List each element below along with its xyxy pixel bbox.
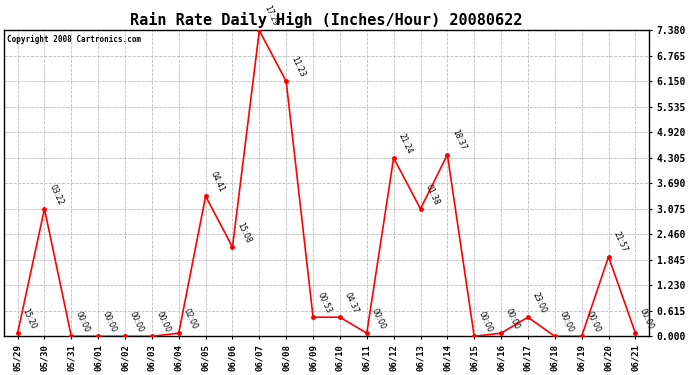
- Text: 21:57: 21:57: [611, 230, 629, 254]
- Text: 00:00: 00:00: [101, 310, 119, 333]
- Text: 04:41: 04:41: [208, 170, 226, 194]
- Text: 00:00: 00:00: [128, 310, 146, 333]
- Text: 04:37: 04:37: [343, 291, 360, 314]
- Text: 11:23: 11:23: [289, 55, 306, 79]
- Text: 15:08: 15:08: [235, 221, 253, 245]
- Text: 00:00: 00:00: [558, 310, 575, 333]
- Text: 18:37: 18:37: [450, 128, 468, 152]
- Text: 00:00: 00:00: [477, 310, 495, 333]
- Text: 00:00: 00:00: [370, 307, 387, 330]
- Text: 00:00: 00:00: [638, 307, 655, 330]
- Text: 00:00: 00:00: [584, 310, 602, 333]
- Text: 02:00: 02:00: [181, 307, 199, 330]
- Text: 21:24: 21:24: [397, 132, 414, 155]
- Text: 03:22: 03:22: [47, 183, 65, 206]
- Text: Copyright 2008 Cartronics.com: Copyright 2008 Cartronics.com: [8, 35, 141, 44]
- Text: 15:20: 15:20: [21, 307, 38, 330]
- Text: 00:53: 00:53: [316, 291, 333, 314]
- Title: Rain Rate Daily High (Inches/Hour) 20080622: Rain Rate Daily High (Inches/Hour) 20080…: [130, 12, 523, 28]
- Text: 01:38: 01:38: [423, 183, 441, 206]
- Text: 17:29: 17:29: [262, 4, 279, 28]
- Text: 00:00: 00:00: [155, 310, 172, 333]
- Text: 00:00: 00:00: [504, 307, 522, 330]
- Text: 23:00: 23:00: [531, 291, 548, 314]
- Text: 00:00: 00:00: [74, 310, 92, 333]
